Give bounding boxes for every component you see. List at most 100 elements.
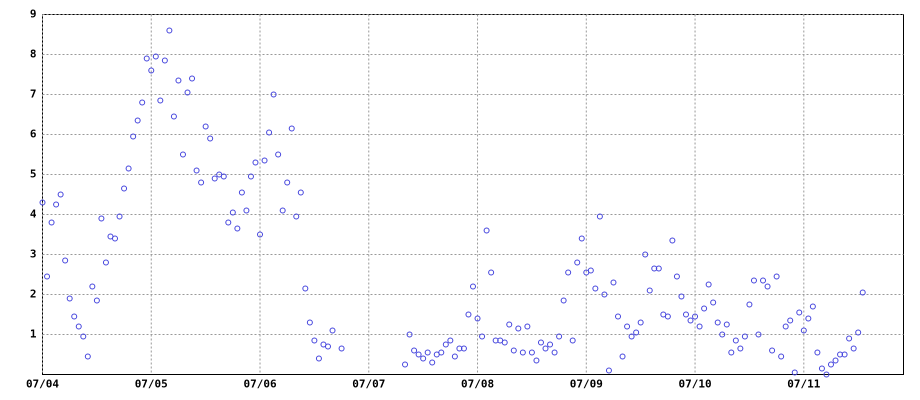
- point: [701, 305, 708, 312]
- point: [714, 319, 721, 326]
- point: [48, 219, 55, 226]
- point: [719, 331, 726, 338]
- point: [809, 303, 816, 310]
- point: [732, 337, 739, 344]
- point: [329, 327, 336, 334]
- point: [560, 297, 567, 304]
- point: [605, 367, 612, 374]
- point: [207, 135, 214, 142]
- point: [266, 129, 273, 136]
- point: [139, 99, 146, 106]
- point: [692, 313, 699, 320]
- point: [411, 347, 418, 354]
- point: [275, 151, 282, 158]
- point: [501, 339, 508, 346]
- point: [324, 343, 331, 350]
- point: [787, 317, 794, 324]
- point: [311, 337, 318, 344]
- point: [243, 207, 250, 214]
- point: [211, 175, 218, 182]
- point: [483, 227, 490, 234]
- point: [515, 325, 522, 332]
- point: [782, 323, 789, 330]
- point: [778, 353, 785, 360]
- point: [528, 349, 535, 356]
- point: [157, 97, 164, 104]
- point: [705, 281, 712, 288]
- point: [143, 55, 150, 62]
- point: [451, 353, 458, 360]
- point: [488, 269, 495, 276]
- point: [89, 283, 96, 290]
- point: [102, 259, 109, 266]
- x-tick-label: 07/04: [26, 378, 59, 391]
- point: [773, 273, 780, 280]
- point: [524, 323, 531, 330]
- point: [637, 319, 644, 326]
- point: [642, 251, 649, 258]
- point: [152, 53, 159, 60]
- x-tick-label: 07/08: [461, 378, 494, 391]
- y-tick-label: 1: [30, 328, 37, 341]
- point: [669, 237, 676, 244]
- point: [723, 321, 730, 328]
- point: [628, 333, 635, 340]
- point: [279, 207, 286, 214]
- point: [565, 269, 572, 276]
- point: [134, 117, 141, 124]
- y-tick-label: 2: [30, 288, 37, 301]
- point: [252, 159, 259, 166]
- point: [247, 173, 254, 180]
- x-tick-label: 07/07: [352, 378, 385, 391]
- point: [148, 67, 155, 74]
- point: [424, 349, 431, 356]
- y-tick-label: 9: [30, 8, 37, 21]
- point: [121, 185, 128, 192]
- point: [823, 371, 830, 378]
- point: [161, 57, 168, 64]
- point: [764, 283, 771, 290]
- point: [270, 91, 277, 98]
- point: [682, 311, 689, 318]
- point: [284, 179, 291, 186]
- x-tick-label: 07/05: [135, 378, 168, 391]
- point: [601, 291, 608, 298]
- point: [220, 173, 227, 180]
- point: [184, 89, 191, 96]
- point: [302, 285, 309, 292]
- point: [610, 279, 617, 286]
- y-tick-label: 7: [30, 88, 37, 101]
- point: [66, 295, 73, 302]
- point: [846, 335, 853, 342]
- point: [130, 133, 137, 140]
- point: [179, 151, 186, 158]
- x-tick-label: 07/10: [678, 378, 711, 391]
- point: [769, 347, 776, 354]
- point: [796, 309, 803, 316]
- point: [537, 339, 544, 346]
- point: [189, 75, 196, 82]
- point: [84, 353, 91, 360]
- point: [592, 285, 599, 292]
- point: [850, 345, 857, 352]
- point: [633, 329, 640, 336]
- point: [116, 213, 123, 220]
- point: [170, 113, 177, 120]
- point: [506, 321, 513, 328]
- point: [257, 231, 264, 238]
- point: [841, 351, 848, 358]
- point: [760, 277, 767, 284]
- y-tick-label: 6: [30, 128, 37, 141]
- point: [687, 317, 694, 324]
- point: [39, 199, 46, 206]
- point: [125, 165, 132, 172]
- point: [615, 313, 622, 320]
- point: [315, 355, 322, 362]
- point: [406, 331, 413, 338]
- point: [288, 125, 295, 132]
- point: [624, 323, 631, 330]
- point: [306, 319, 313, 326]
- point: [62, 257, 69, 264]
- x-tick-label: 07/06: [243, 378, 276, 391]
